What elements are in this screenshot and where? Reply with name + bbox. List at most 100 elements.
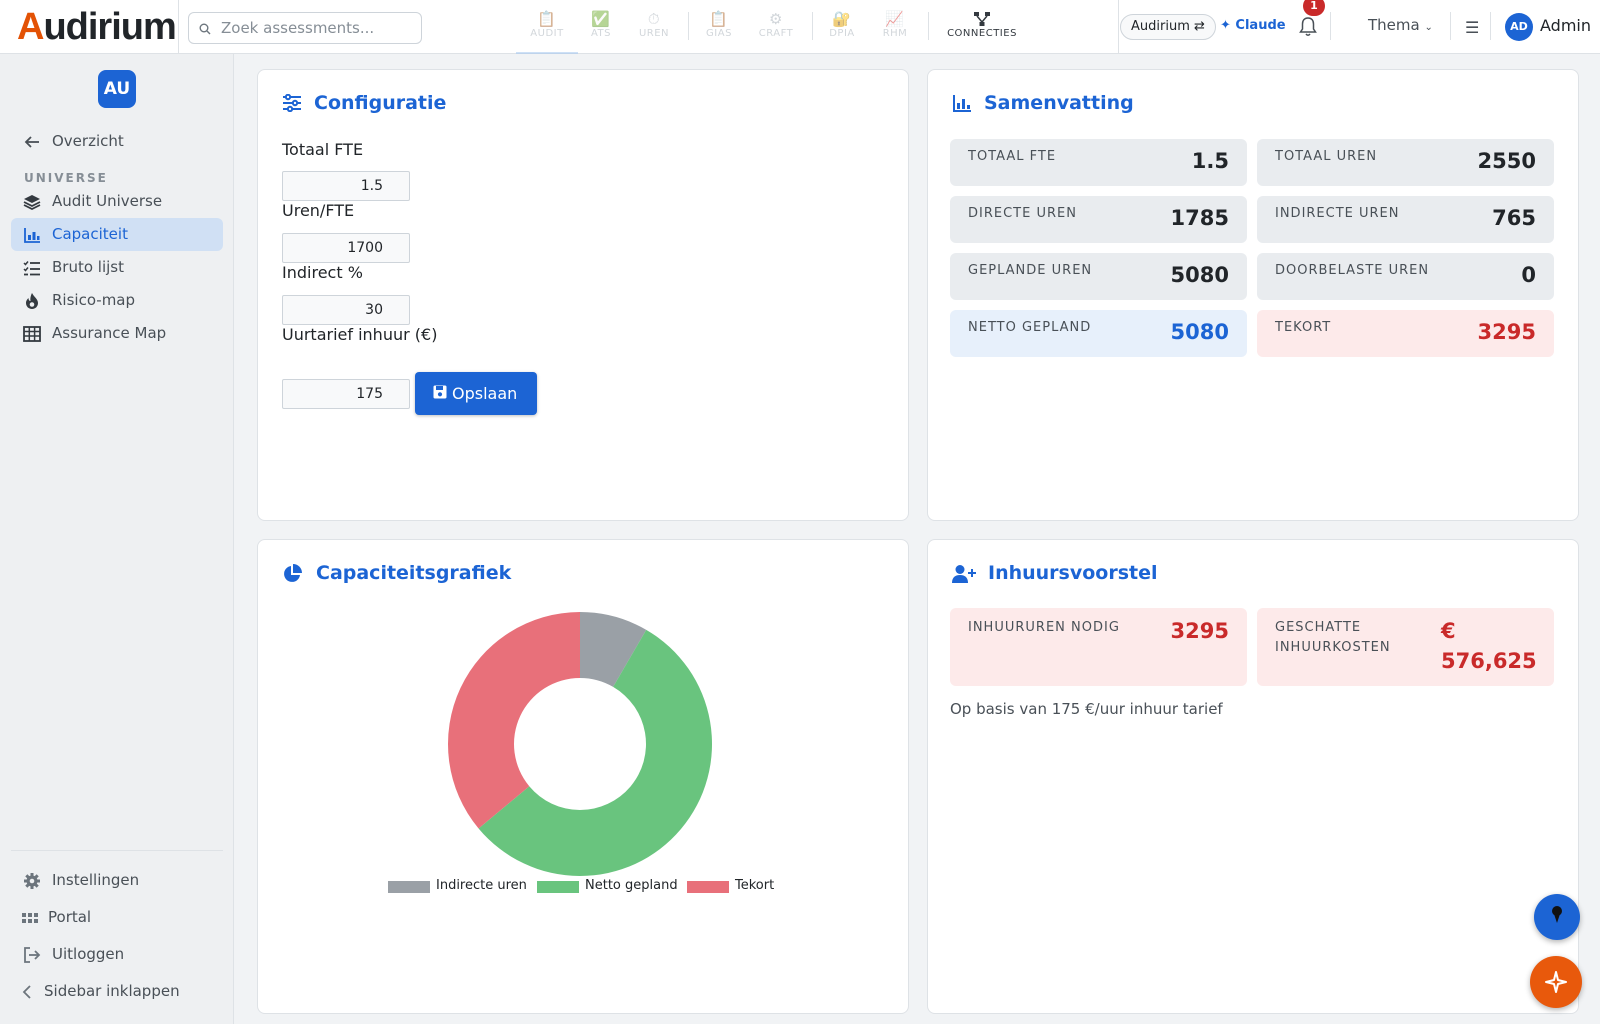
field-label: Totaal FTE [282, 140, 364, 159]
stopwatch-icon: ⏱ [647, 10, 661, 28]
field-label: Indirect % [282, 263, 363, 282]
assistant-fab-button[interactable] [1530, 956, 1582, 1008]
donut-slice-indirecte-uren[interactable] [580, 612, 647, 687]
module-gias[interactable]: 📋 GIAS [688, 10, 750, 39]
divider [11, 850, 223, 851]
arrow-left-icon [24, 136, 39, 148]
stat-tile-totaal-fte: TOTAAL FTE 1.5 [950, 139, 1247, 186]
uurtarief-input[interactable] [282, 379, 410, 409]
divider [1330, 12, 1331, 40]
donut-slice-tekort[interactable] [448, 612, 580, 829]
divider [1450, 12, 1451, 40]
sliders-icon [283, 94, 301, 112]
stat-tile-directe-uren: DIRECTE UREN 1785 [950, 196, 1247, 243]
sidebar-item-bruto-lijst[interactable]: Bruto lijst [11, 251, 223, 284]
chart-legend: Indirecte uren Netto gepland Tekort [388, 878, 788, 896]
help-fab-button[interactable] [1534, 894, 1580, 940]
field-label: Uurtarief inhuur (€) [282, 325, 438, 344]
claude-button[interactable]: ✦ Claude [1220, 18, 1286, 33]
config-card: Configuratie Totaal FTE Uren/FTE Indirec… [257, 69, 909, 521]
clipboard-icon: 📋 [709, 10, 729, 28]
sidebar-item-overzicht[interactable]: Overzicht [11, 125, 223, 158]
user-plus-icon [952, 565, 976, 583]
module-dpia[interactable]: 🔐 DPIA [811, 10, 873, 39]
bell-icon[interactable] [1298, 16, 1318, 38]
module-ats[interactable]: ✅ ATS [570, 10, 632, 39]
stat-tile-doorbelaste-uren: DOORBELASTE UREN 0 [1257, 253, 1554, 300]
network-icon [974, 12, 990, 26]
module-craft[interactable]: ⚙ CRAFT [745, 10, 807, 39]
sidebar-item-assurance-map[interactable]: Assurance Map [11, 317, 223, 350]
summary-card: Samenvatting TOTAAL FTE 1.5 TOTAAL UREN 25… [927, 69, 1579, 521]
logout-icon [24, 947, 41, 963]
section-title: UNIVERSE [24, 171, 108, 185]
chevron-down-icon: ⌄ [1424, 22, 1433, 33]
donut-slice-netto-gepland[interactable] [478, 629, 712, 876]
chart-card: Capaciteitsgrafiek Indirecte uren Netto … [257, 539, 909, 1014]
module-connecties[interactable]: CONNECTIES [944, 10, 1020, 39]
module-audit[interactable]: 📋 AUDIT [516, 10, 578, 54]
divider [928, 12, 929, 40]
search-icon [199, 23, 211, 35]
grid-icon [23, 326, 41, 342]
sidebar-item-uitloggen[interactable]: Uitloggen [11, 938, 223, 971]
stat-tile-indirecte-uren: INDIRECTE UREN 765 [1257, 196, 1554, 243]
fire-icon [26, 293, 38, 309]
module-uren[interactable]: ⏱ UREN [623, 10, 685, 39]
module-rhm[interactable]: 📈 RHM [864, 10, 926, 39]
hiring-card: Inhuursvoorstel INHUURUREN NODIG 3295 GE… [927, 539, 1579, 1014]
sidebar-item-instellingen[interactable]: Instellingen [11, 864, 223, 897]
hiring-note: Op basis van 175 €/uur inhuur tarief [950, 700, 1223, 718]
totaal-fte-input[interactable] [282, 171, 410, 201]
notification-badge: 1 [1303, 0, 1325, 16]
save-button[interactable]: Opslaan [415, 372, 537, 415]
gear-icon [24, 873, 40, 889]
sidebar-item-audit-universe[interactable]: Audit Universe [11, 185, 223, 218]
indirect-percent-input[interactable] [282, 295, 410, 325]
stat-tile-geplande-uren: GEPLANDE UREN 5080 [950, 253, 1247, 300]
uren-per-fte-input[interactable] [282, 233, 410, 263]
stat-tile-netto-gepland: NETTO GEPLAND 5080 [950, 310, 1247, 357]
divider [812, 12, 813, 40]
sidebar: AU Overzicht UNIVERSE Audit Universe Cap… [0, 54, 234, 1024]
stat-tile-inhuururen: INHUURUREN NODIG 3295 [950, 608, 1247, 686]
pie-chart-icon [284, 564, 302, 582]
apps-icon [22, 913, 38, 923]
legend-swatch [537, 881, 579, 893]
user-name[interactable]: Admin [1540, 16, 1591, 35]
save-icon [433, 385, 447, 399]
checkbox-icon: ✅ [591, 10, 611, 28]
pin-icon [1552, 906, 1562, 923]
divider [1118, 0, 1119, 54]
stat-tile-tekort: TEKORT 3295 [1257, 310, 1554, 357]
app-logo[interactable]: Audirium [17, 6, 177, 48]
search-input[interactable] [221, 17, 416, 39]
sidebar-item-collapse[interactable]: Sidebar inklappen [11, 975, 223, 1008]
avatar[interactable]: AD [1505, 13, 1533, 41]
legend-swatch [388, 881, 430, 893]
sidebar-item-risico-map[interactable]: Risico-map [11, 284, 223, 317]
divider [688, 12, 689, 40]
sparkle-icon [1545, 971, 1567, 993]
legend-swatch [687, 881, 729, 893]
clipboard-icon: 📋 [537, 10, 557, 28]
lock-icon: 🔐 [832, 10, 852, 28]
chart-bar-icon [24, 228, 40, 243]
divider [178, 0, 179, 54]
layers-icon [23, 195, 41, 211]
divider [1490, 12, 1491, 40]
chevron-left-icon [22, 985, 31, 999]
workspace-avatar[interactable]: AU [98, 70, 136, 108]
theme-dropdown[interactable]: Thema ⌄ [1368, 16, 1433, 34]
donut-chart [448, 612, 712, 876]
tenant-switcher[interactable]: Audirium ⇄ [1120, 14, 1216, 40]
chart-icon: 📈 [885, 10, 905, 28]
stat-tile-inhuurkosten: GESCHATTE INHUURKOSTEN €576,625 [1257, 608, 1554, 686]
search-box[interactable] [188, 12, 422, 44]
menu-icon[interactable]: ☰ [1465, 18, 1480, 37]
field-label: Uren/FTE [282, 201, 355, 220]
stat-tile-totaal-uren: TOTAAL UREN 2550 [1257, 139, 1554, 186]
sidebar-item-portal[interactable]: Portal [11, 901, 223, 934]
sidebar-item-capaciteit[interactable]: Capaciteit [11, 218, 223, 251]
list-check-icon [23, 261, 40, 276]
